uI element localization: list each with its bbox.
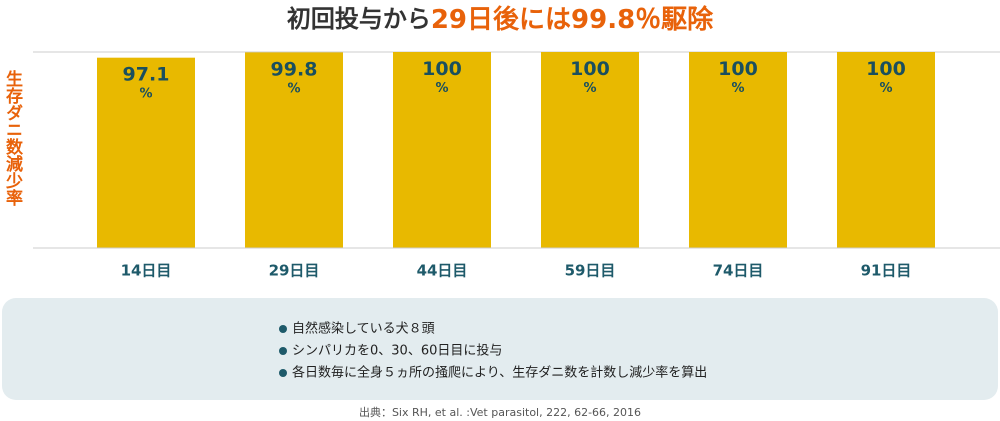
chart-title: 初回投与から29日後には99.8％駆除	[287, 4, 714, 35]
notes-box	[2, 298, 998, 400]
note: 各日数毎に全身５ヵ所の掻爬により、生存ダニ数を計数し減少率を算出	[292, 365, 707, 381]
value-label: 100%	[866, 58, 906, 96]
value-unit: %	[435, 81, 448, 96]
bullet	[279, 325, 287, 333]
value-label: 100%	[422, 58, 462, 96]
bar	[393, 52, 491, 248]
source: 出典：Six RH, et al. :Vet parasitol, 222, 6…	[359, 405, 641, 419]
x-tick-label: 74日目	[713, 262, 764, 280]
bar	[541, 52, 639, 248]
value-label: 99.8%	[271, 58, 318, 96]
value-number: 100	[866, 58, 906, 80]
note: シンパリカを0、30、60日目に投与	[292, 343, 502, 359]
note: 自然感染している犬８頭	[292, 321, 435, 337]
x-tick-label: 59日目	[565, 262, 616, 280]
x-tick-label: 44日目	[417, 262, 468, 280]
value-number: 99.8	[271, 58, 318, 80]
bar	[245, 52, 343, 248]
value-number: 100	[718, 58, 758, 80]
value-number: 100	[570, 58, 610, 80]
value-unit: %	[879, 81, 892, 96]
title-part: 初回投与から	[287, 5, 431, 33]
x-tick-label: 91日目	[861, 262, 912, 280]
value-unit: %	[731, 81, 744, 96]
bullet	[279, 369, 287, 377]
value-label: 100%	[718, 58, 758, 96]
bar	[97, 57, 195, 249]
title-part: 29日後には99.8％駆除	[431, 4, 714, 35]
value-unit: %	[139, 86, 152, 101]
value-number: 97.1	[123, 63, 170, 85]
bar	[837, 52, 935, 248]
value-label: 97.1%	[123, 63, 170, 101]
value-unit: %	[287, 81, 300, 96]
value-unit: %	[583, 81, 596, 96]
x-tick-label: 14日目	[121, 262, 172, 280]
bar	[689, 52, 787, 248]
bullet	[279, 347, 287, 355]
x-tick-label: 29日目	[269, 262, 320, 280]
value-number: 100	[422, 58, 462, 80]
value-label: 100%	[570, 58, 610, 96]
y-axis-label: 生存ダニ数減少率	[2, 69, 24, 207]
